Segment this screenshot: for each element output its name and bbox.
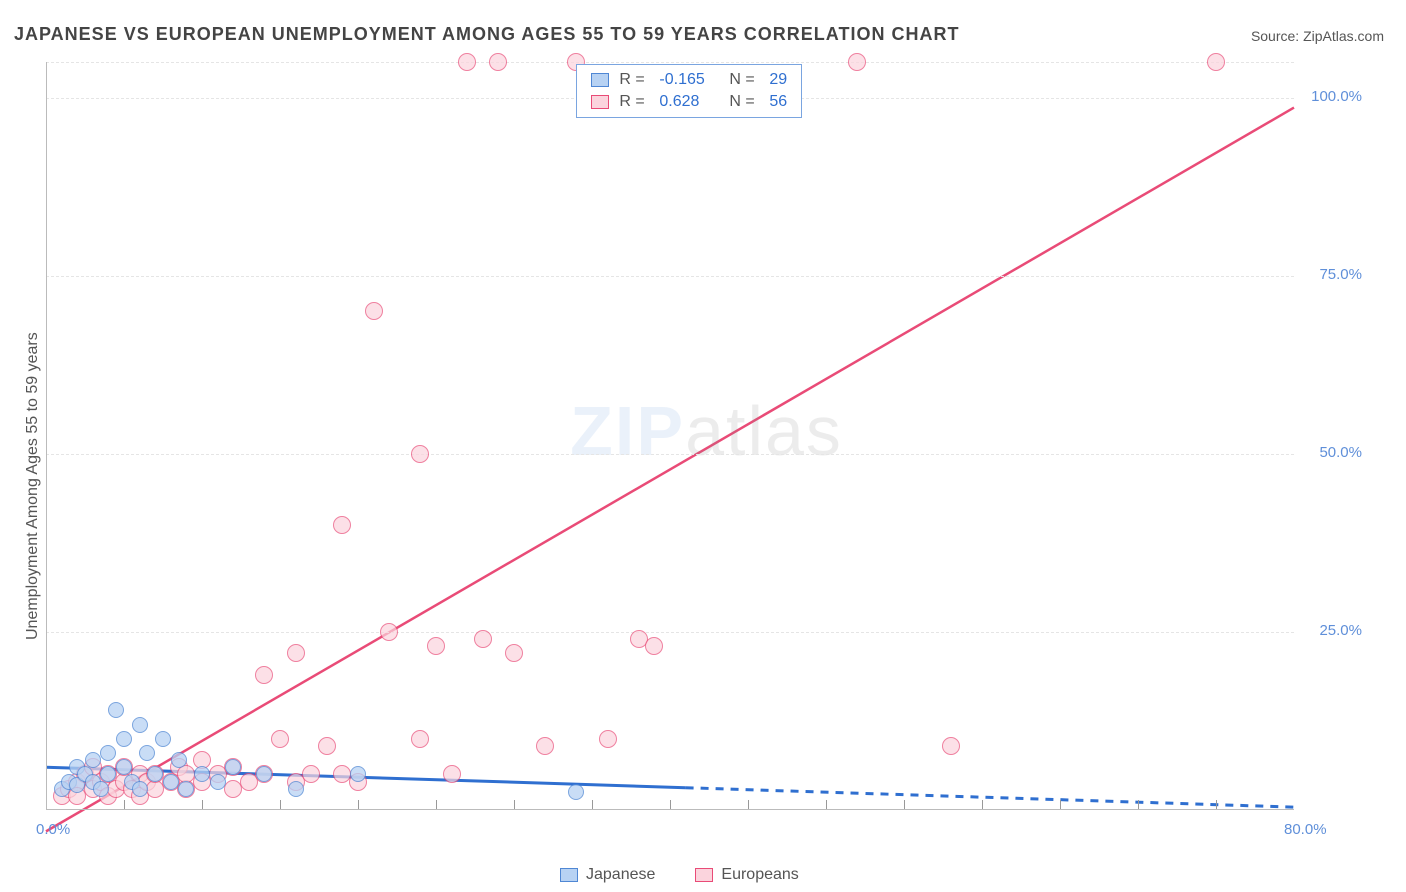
legend-n-value: 29 — [769, 71, 787, 89]
europeans-point — [443, 765, 461, 783]
europeans-point — [489, 53, 507, 71]
europeans-point — [536, 737, 554, 755]
chart-source: Source: ZipAtlas.com — [1251, 28, 1384, 44]
europeans-point — [458, 53, 476, 71]
chart-title: JAPANESE VS EUROPEAN UNEMPLOYMENT AMONG … — [14, 24, 959, 45]
europeans-point — [427, 637, 445, 655]
japanese-point — [100, 745, 116, 761]
europeans-point — [318, 737, 336, 755]
europeans-point — [848, 53, 866, 71]
legend-series-label: Japanese — [586, 866, 655, 884]
japanese-point — [155, 731, 171, 747]
japanese-point — [132, 717, 148, 733]
legend-series-label: Europeans — [721, 866, 798, 884]
legend-swatch — [591, 95, 609, 109]
grid-line — [46, 276, 1294, 277]
grid-line — [46, 62, 1294, 63]
europeans-point — [505, 644, 523, 662]
japanese-point — [256, 766, 272, 782]
grid-line — [46, 632, 1294, 633]
grid-line — [46, 454, 1294, 455]
legend-swatch — [591, 73, 609, 87]
europeans-point — [333, 516, 351, 534]
legend-r-label: R = — [619, 93, 649, 111]
europeans-point — [474, 630, 492, 648]
japanese-point — [178, 781, 194, 797]
japanese-point — [100, 766, 116, 782]
japanese-point — [163, 774, 179, 790]
europeans-point — [365, 302, 383, 320]
japanese-point — [116, 731, 132, 747]
europeans-point — [645, 637, 663, 655]
europeans-point — [942, 737, 960, 755]
europeans-point — [271, 730, 289, 748]
legend-series: Japanese Europeans — [560, 866, 799, 884]
legend-r-value: -0.165 — [659, 71, 719, 89]
legend-r-label: R = — [619, 71, 649, 89]
plot-area: ZIPatlas R =-0.165N =29R =0.628N =56 25.… — [46, 62, 1294, 810]
legend-n-label: N = — [729, 71, 759, 89]
japanese-point — [210, 774, 226, 790]
europeans-point — [255, 666, 273, 684]
japanese-point — [288, 781, 304, 797]
x-tick-label: 80.0% — [1284, 821, 1327, 838]
japanese-point — [139, 745, 155, 761]
legend-correlation-box: R = -0.165 N = 29 R = 0.628 N = 56 — [576, 64, 802, 118]
y-tick-label: 25.0% — [1302, 622, 1362, 639]
legend-n-label: N = — [729, 93, 759, 111]
japanese-point — [225, 759, 241, 775]
japanese-point — [147, 766, 163, 782]
legend-n-value: 56 — [769, 93, 787, 111]
y-tick-label: 50.0% — [1302, 444, 1362, 461]
japanese-point — [132, 781, 148, 797]
x-tick-label: 0.0% — [36, 821, 70, 838]
trend-line — [46, 108, 1294, 832]
japanese-point — [568, 784, 584, 800]
japanese-point — [93, 781, 109, 797]
europeans-point — [411, 445, 429, 463]
legend-swatch — [695, 868, 713, 882]
japanese-point — [85, 752, 101, 768]
japanese-point — [350, 766, 366, 782]
y-tick-label: 75.0% — [1302, 266, 1362, 283]
europeans-point — [287, 644, 305, 662]
japanese-point — [194, 766, 210, 782]
legend-correlation-row: R = -0.165 N = 29 — [591, 69, 787, 91]
trend-line — [686, 788, 1294, 807]
x-axis-line — [46, 809, 1294, 810]
y-axis-line — [46, 62, 47, 810]
europeans-point — [302, 765, 320, 783]
legend-r-value: 0.628 — [659, 93, 719, 111]
legend-series-item: Europeans — [695, 866, 798, 884]
legend-swatch — [560, 868, 578, 882]
europeans-point — [411, 730, 429, 748]
europeans-point — [380, 623, 398, 641]
europeans-point — [599, 730, 617, 748]
japanese-point — [108, 702, 124, 718]
legend-correlation-row: R = 0.628 N = 56 — [591, 91, 787, 113]
europeans-point — [1207, 53, 1225, 71]
japanese-point — [171, 752, 187, 768]
y-axis-label: Unemployment Among Ages 55 to 59 years — [24, 332, 42, 640]
trend-lines-layer — [46, 62, 1294, 810]
y-tick-label: 100.0% — [1302, 88, 1362, 105]
legend-series-item: Japanese — [560, 866, 655, 884]
